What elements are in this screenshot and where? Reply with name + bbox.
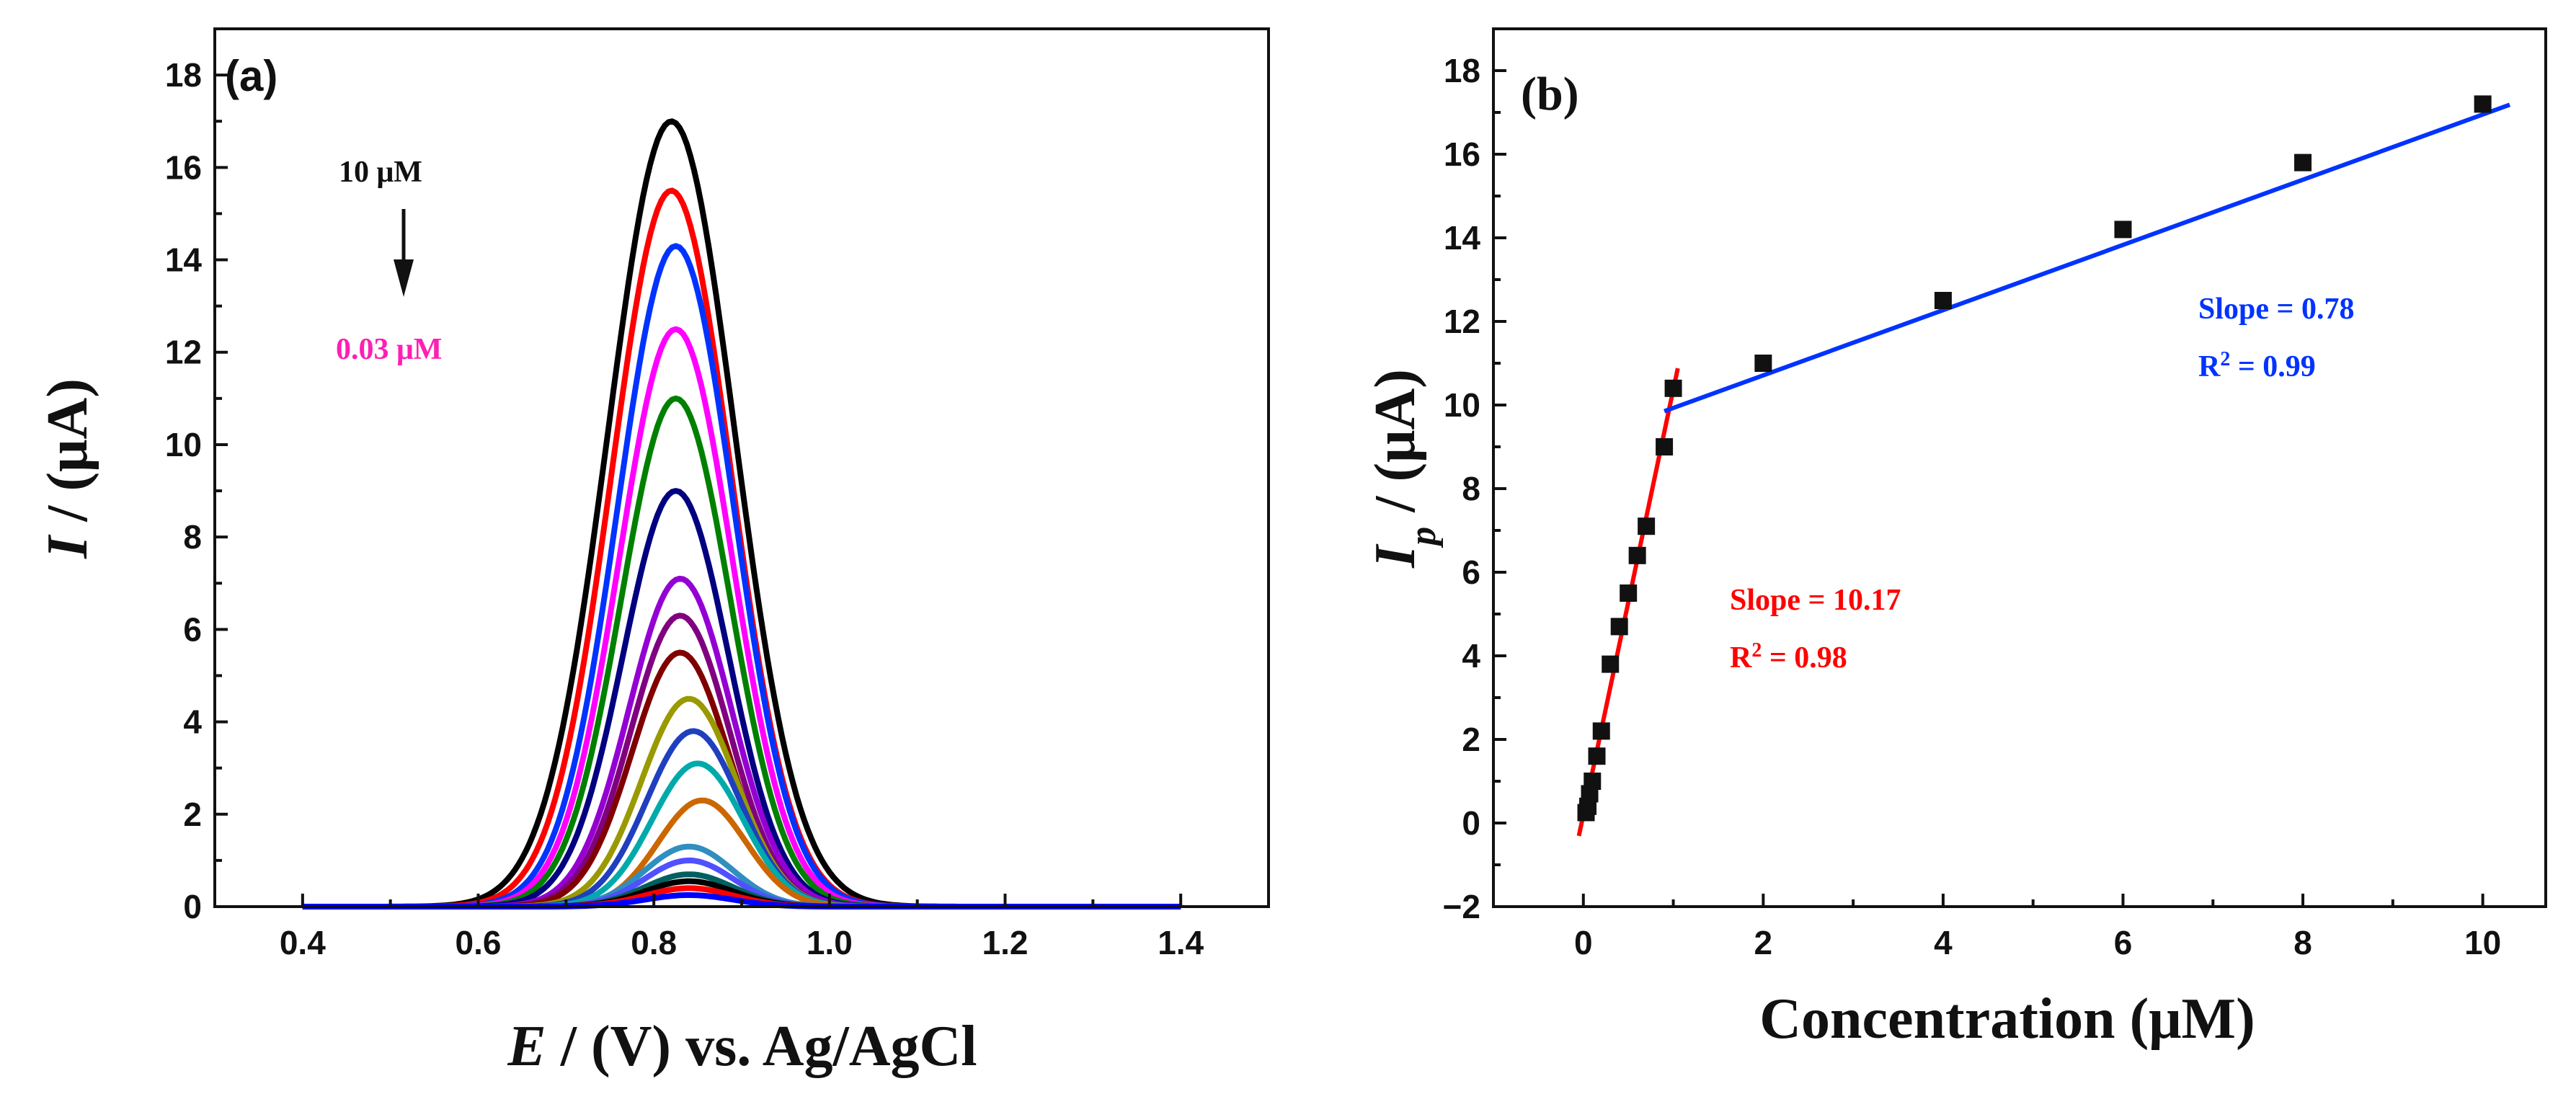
data-point (1638, 517, 1656, 535)
chart-a-x-tick-label: 1.0 (807, 924, 853, 961)
chart-b-x-tick-label: 2 (1754, 924, 1773, 961)
chart-a-curves (302, 118, 1181, 910)
chart-b-y-tick-label: 4 (1462, 637, 1480, 675)
chart-a-annotation-top: 10 μM (339, 156, 422, 189)
fit-line-1 (1664, 102, 2511, 414)
down-arrow-head-icon (394, 259, 414, 297)
data-point (1754, 355, 1772, 372)
chart-a-y-tick-label: 16 (165, 148, 202, 186)
chart-a-y-tick-label: 10 (165, 426, 202, 463)
chart-a-annotation-bottom: 0.03 μM (336, 333, 442, 366)
data-point (1602, 655, 1620, 673)
chart-a-y-label: I / (μA) (36, 378, 99, 559)
data-point (1934, 292, 1952, 309)
data-point (1584, 773, 1602, 790)
chart-b-y-tick-label: 6 (1462, 553, 1480, 591)
chart-a-x-label: E / (V) vs. Ag/AgCl (507, 1015, 977, 1078)
chart-b-x-tick-label: 8 (2293, 924, 2312, 961)
chart-a-y-tick-label: 4 (183, 703, 202, 741)
chart-b-y-tick-label: 10 (1444, 386, 1480, 424)
chart-a-x-ticks: 0.4 0.6 0.8 1.0 1.2 1.4 (213, 894, 1270, 961)
chart-a-y-tick-label: 0 (183, 888, 202, 925)
data-point (1592, 722, 1610, 740)
chart-b-x-tick-label: 4 (1934, 924, 1953, 961)
chart-a-y-ticks: 0 2 4 6 8 10 12 14 16 18 (165, 56, 228, 925)
chart-a-x-tick-label: 0.6 (456, 924, 502, 961)
chart-a-y-tick-label: 8 (183, 518, 202, 556)
chart-a-panel-label: (a) (225, 52, 277, 100)
chart-b-y-tick-label: −2 (1443, 888, 1480, 925)
chart-b-x-tick-label: 0 (1574, 924, 1593, 961)
chart-b-y-label: Ip / (μA) (1364, 369, 1444, 569)
chart-b-y-tick-label: 16 (1444, 135, 1480, 173)
high-fit-annotation: Slope = 0.78 R2 = 0.99 (2198, 293, 2354, 383)
chart-a-y-tick-label: 18 (165, 56, 202, 94)
chart-b-y-tick-label: 8 (1462, 470, 1480, 507)
data-point (1610, 618, 1628, 636)
data-point (1628, 546, 1646, 564)
data-point (2114, 221, 2132, 239)
low-fit-annotation: Slope = 10.17 R2 = 0.98 (1730, 584, 1901, 675)
data-point (2474, 95, 2492, 113)
data-point (1664, 379, 1682, 397)
chart-b: 0 2 4 6 8 10 −2 0 2 4 6 8 10 12 14 16 18 (b) Slope = 0.… (1364, 27, 2547, 1051)
chart-a-x-tick-label: 1.2 (982, 924, 1029, 961)
chart-a-y-tick-label: 2 (183, 796, 202, 833)
data-point (1620, 584, 1638, 602)
chart-b-panel-label: (b) (1521, 68, 1579, 120)
chart-b-y-tick-label: 18 (1444, 52, 1480, 89)
data-point (1588, 747, 1606, 765)
chart-b-y-tick-label: 0 (1462, 804, 1480, 842)
low-fit-slope-label: Slope = 10.17 (1730, 584, 1901, 617)
chart-b-y-tick-label: 2 (1462, 721, 1480, 758)
high-fit-slope-label: Slope = 0.78 (2198, 293, 2354, 326)
chart-b-fit-lines (1576, 102, 2511, 837)
chart-b-y-tick-label: 14 (1444, 219, 1481, 257)
data-point (1656, 438, 1674, 455)
chart-b-y-ticks: −2 0 2 4 6 8 10 12 14 16 18 (1443, 52, 1506, 925)
chart-b-y-tick-label: 12 (1444, 303, 1480, 340)
chart-b-x-ticks: 0 2 4 6 8 10 (1492, 894, 2501, 961)
chart-a-y-tick-label: 6 (183, 610, 202, 648)
chart-a-y-tick-label: 14 (165, 241, 203, 279)
chart-b-frame (1492, 27, 2547, 908)
chart-a-x-tick-label: 0.8 (631, 924, 677, 961)
chart-b-x-label: Concentration (μM) (1759, 987, 2255, 1051)
chart-b-x-tick-label: 6 (2114, 924, 2133, 961)
chart-b-x-tick-label: 10 (2464, 924, 2501, 961)
data-point (2294, 154, 2312, 172)
chart-a-y-tick-label: 12 (165, 334, 202, 371)
chart-a-x-tick-label: 0.4 (280, 924, 326, 961)
high-fit-r2-label: R2 = 0.99 (2198, 348, 2316, 384)
chart-a: 0.4 0.6 0.8 1.0 1.2 1.4 0 2 4 6 8 10 12 14 16 18 (a) 1… (36, 27, 1270, 1078)
low-fit-r2-label: R2 = 0.98 (1730, 639, 1847, 675)
chart-a-x-tick-label: 1.4 (1158, 924, 1204, 961)
chart-b-points (1577, 95, 2492, 822)
